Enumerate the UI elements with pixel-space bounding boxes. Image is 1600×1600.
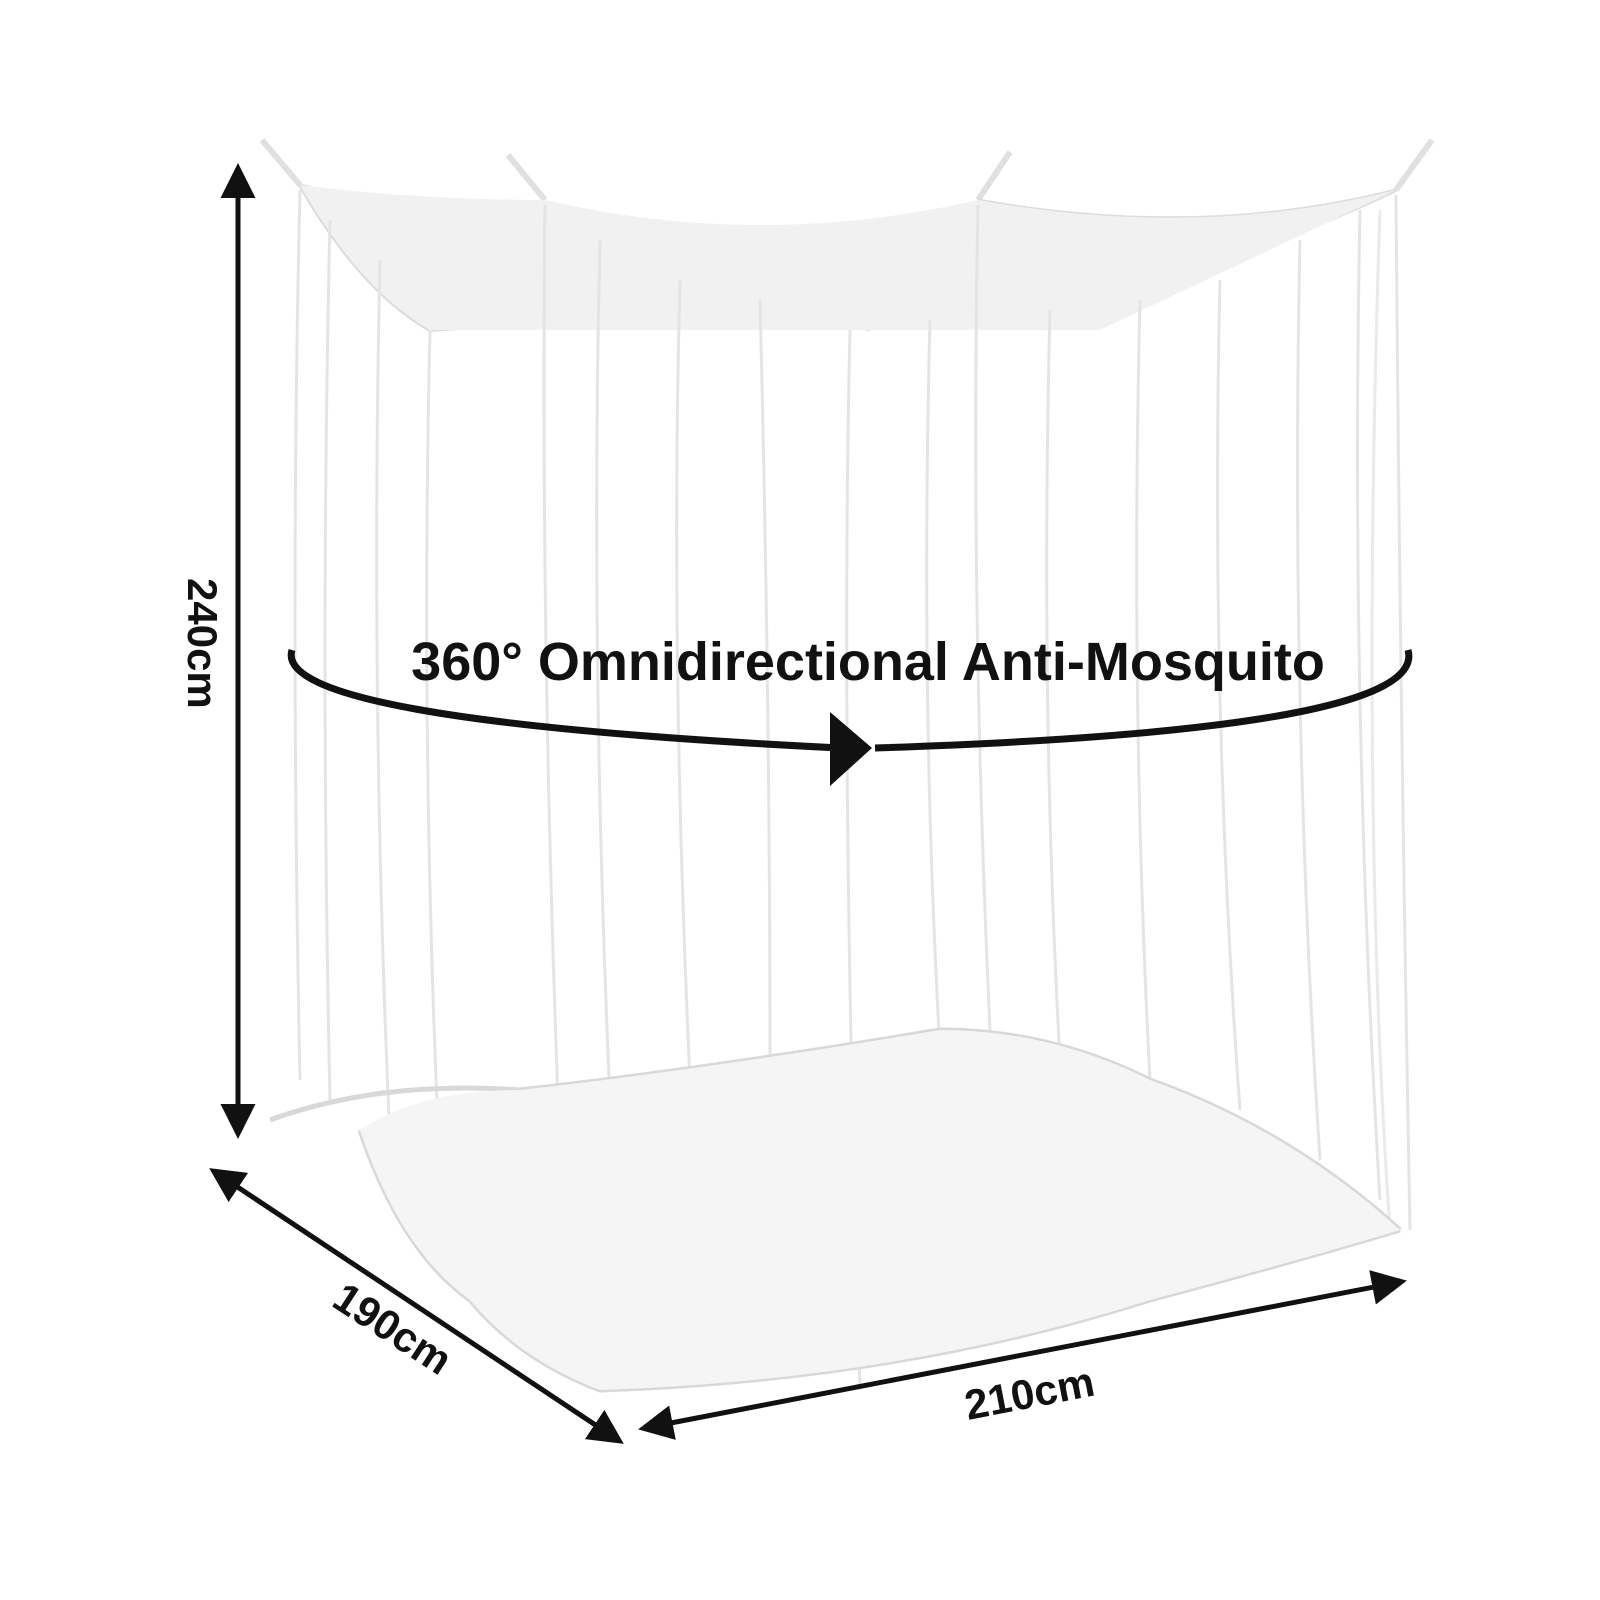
ring-arrow-head <box>830 712 872 786</box>
omnidirectional-ring <box>287 648 1413 786</box>
height-label: 240cm <box>179 578 226 709</box>
net-canopy <box>259 138 1435 333</box>
net-drapes <box>293 189 1412 1391</box>
depth-dimension-arrow <box>209 1168 624 1444</box>
feature-label: 360° Omnidirectional Anti-Mosquito <box>411 632 1325 692</box>
width-label: 210cm <box>961 1358 1098 1429</box>
net-floor-area <box>360 1030 1400 1390</box>
width-dimension-arrow <box>638 1270 1407 1440</box>
